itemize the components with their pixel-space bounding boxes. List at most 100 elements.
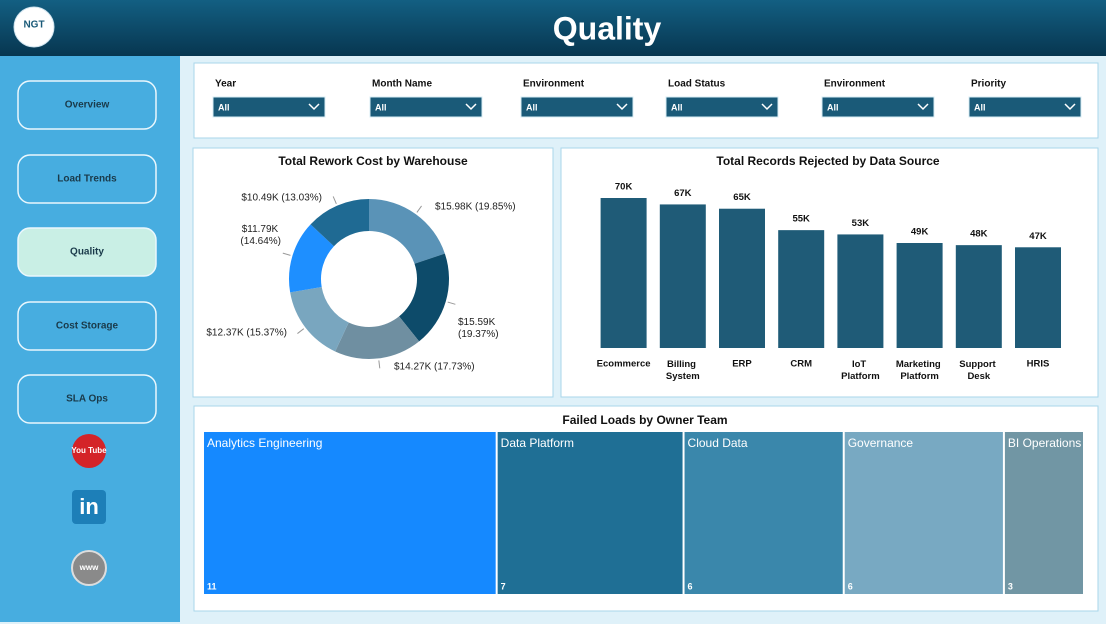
x-tick-label: ERP [732, 359, 752, 370]
dropdown-box [212, 96, 326, 118]
data-label: $11.79K (14.64%) [240, 224, 281, 247]
nav-label: SLA Ops [66, 394, 108, 405]
x-tick-label: IoT Platform [841, 359, 880, 382]
leader-line [378, 360, 381, 369]
web-text: www [79, 563, 99, 572]
social-icons: You Tube in www [71, 434, 107, 586]
x-tick-label: Ecommerce [597, 359, 651, 370]
dropdown[interactable]: All [520, 96, 634, 118]
dropdown[interactable]: All [968, 96, 1082, 118]
nav-label: Load Trends [57, 174, 117, 185]
chevron [616, 103, 628, 111]
leader-line [447, 301, 456, 305]
filter-label: Year [215, 79, 236, 90]
nav-button-bg [17, 374, 157, 424]
donut-slice [310, 199, 369, 247]
donut-slice [290, 287, 349, 352]
treemap-tile[interactable] [204, 432, 496, 594]
tile-label: Analytics Engineering [207, 436, 322, 450]
linkedin-text: in [79, 494, 99, 519]
nav-button[interactable]: Quality [17, 227, 157, 277]
tile-label: BI Operations [1008, 436, 1081, 450]
logo-text: NGT [23, 20, 44, 31]
tile-label: Governance [848, 436, 914, 450]
dropdown-value: All [218, 102, 230, 112]
panel [192, 147, 554, 398]
nav-button[interactable]: Load Trends [17, 154, 157, 204]
dropdown-value: All [974, 102, 986, 112]
charts: Total Rework Cost by Warehouse $15.98K (1… [204, 154, 1083, 594]
dropdown[interactable]: All [821, 96, 935, 118]
data-label: 53K [852, 218, 870, 229]
dropdown-box [520, 96, 634, 118]
dropdown-value: All [827, 102, 839, 112]
data-label: 47K [1029, 231, 1047, 242]
nav-button[interactable]: Overview [17, 80, 157, 130]
tile-label: Data Platform [501, 436, 574, 450]
x-tick-label: Marketing Platform [896, 359, 944, 382]
nav-label: Overview [65, 100, 110, 111]
tile-value: 6 [688, 581, 693, 591]
nav-button-bg [17, 227, 157, 277]
data-label: $10.49K (13.03%) [241, 193, 322, 204]
chart-title: Failed Loads by Owner Team [562, 413, 727, 427]
x-tick-label: Support Desk [959, 359, 998, 382]
data-label: 55K [792, 214, 810, 225]
treemap-tile[interactable] [684, 432, 843, 594]
data-label: $14.27K (17.73%) [394, 362, 475, 373]
data-label: $15.59K (19.37%) [458, 317, 499, 340]
dropdown-value: All [526, 102, 538, 112]
x-tick-label: Billing System [666, 359, 700, 382]
chart-title: Total Rework Cost by Warehouse [278, 154, 468, 168]
nav-label: Cost Storage [56, 321, 119, 332]
nav-button[interactable]: Cost Storage [17, 301, 157, 351]
leader-line [297, 328, 305, 334]
filter-label: Month Name [372, 79, 432, 90]
data-label: 49K [911, 227, 929, 238]
dropdown[interactable]: All [665, 96, 779, 118]
bar [719, 208, 765, 348]
filter-label: Environment [523, 79, 585, 90]
x-tick-label: HRIS [1027, 359, 1050, 370]
youtube-icon[interactable] [72, 434, 106, 468]
linkedin-icon[interactable] [72, 490, 106, 524]
filter-label: Load Status [668, 79, 726, 90]
treemap-tile[interactable] [844, 432, 1003, 594]
dropdown-value: All [375, 102, 387, 112]
data-label: $12.37K (15.37%) [206, 328, 287, 339]
leader-line [416, 205, 422, 213]
bar [1015, 247, 1061, 348]
panel [560, 147, 1099, 398]
page-title: Quality [553, 10, 662, 46]
treemap-tile[interactable] [497, 432, 683, 594]
data-label: 65K [733, 192, 751, 203]
dropdown-box [821, 96, 935, 118]
web-icon[interactable] [71, 550, 107, 586]
logo [13, 6, 55, 48]
bar [837, 234, 884, 348]
dropdown-box [369, 96, 483, 118]
x-tick-label: CRM [790, 359, 812, 370]
dropdown[interactable]: All [369, 96, 483, 118]
chevron [308, 103, 320, 111]
bar [778, 230, 825, 348]
filter-panel [193, 62, 1099, 139]
donut-slice [369, 199, 445, 264]
data-label: $15.98K (19.85%) [435, 202, 516, 213]
nav-button-bg [17, 154, 157, 204]
header-bar [0, 0, 1106, 56]
filter-label: Environment [824, 79, 886, 90]
bar [955, 245, 1002, 348]
nav-button-bg [17, 80, 157, 130]
chart-title: Total Records Rejected by Data Source [716, 154, 940, 168]
youtube-text: You Tube [71, 446, 107, 455]
leader-line [282, 252, 291, 256]
dropdown-value: All [671, 102, 683, 112]
chevron [1064, 103, 1076, 111]
data-label: 67K [674, 188, 692, 199]
dropdown[interactable]: All [212, 96, 326, 118]
data-label: 70K [615, 182, 633, 193]
treemap-tile[interactable] [1004, 432, 1083, 594]
nav-button[interactable]: SLA Ops [17, 374, 157, 424]
